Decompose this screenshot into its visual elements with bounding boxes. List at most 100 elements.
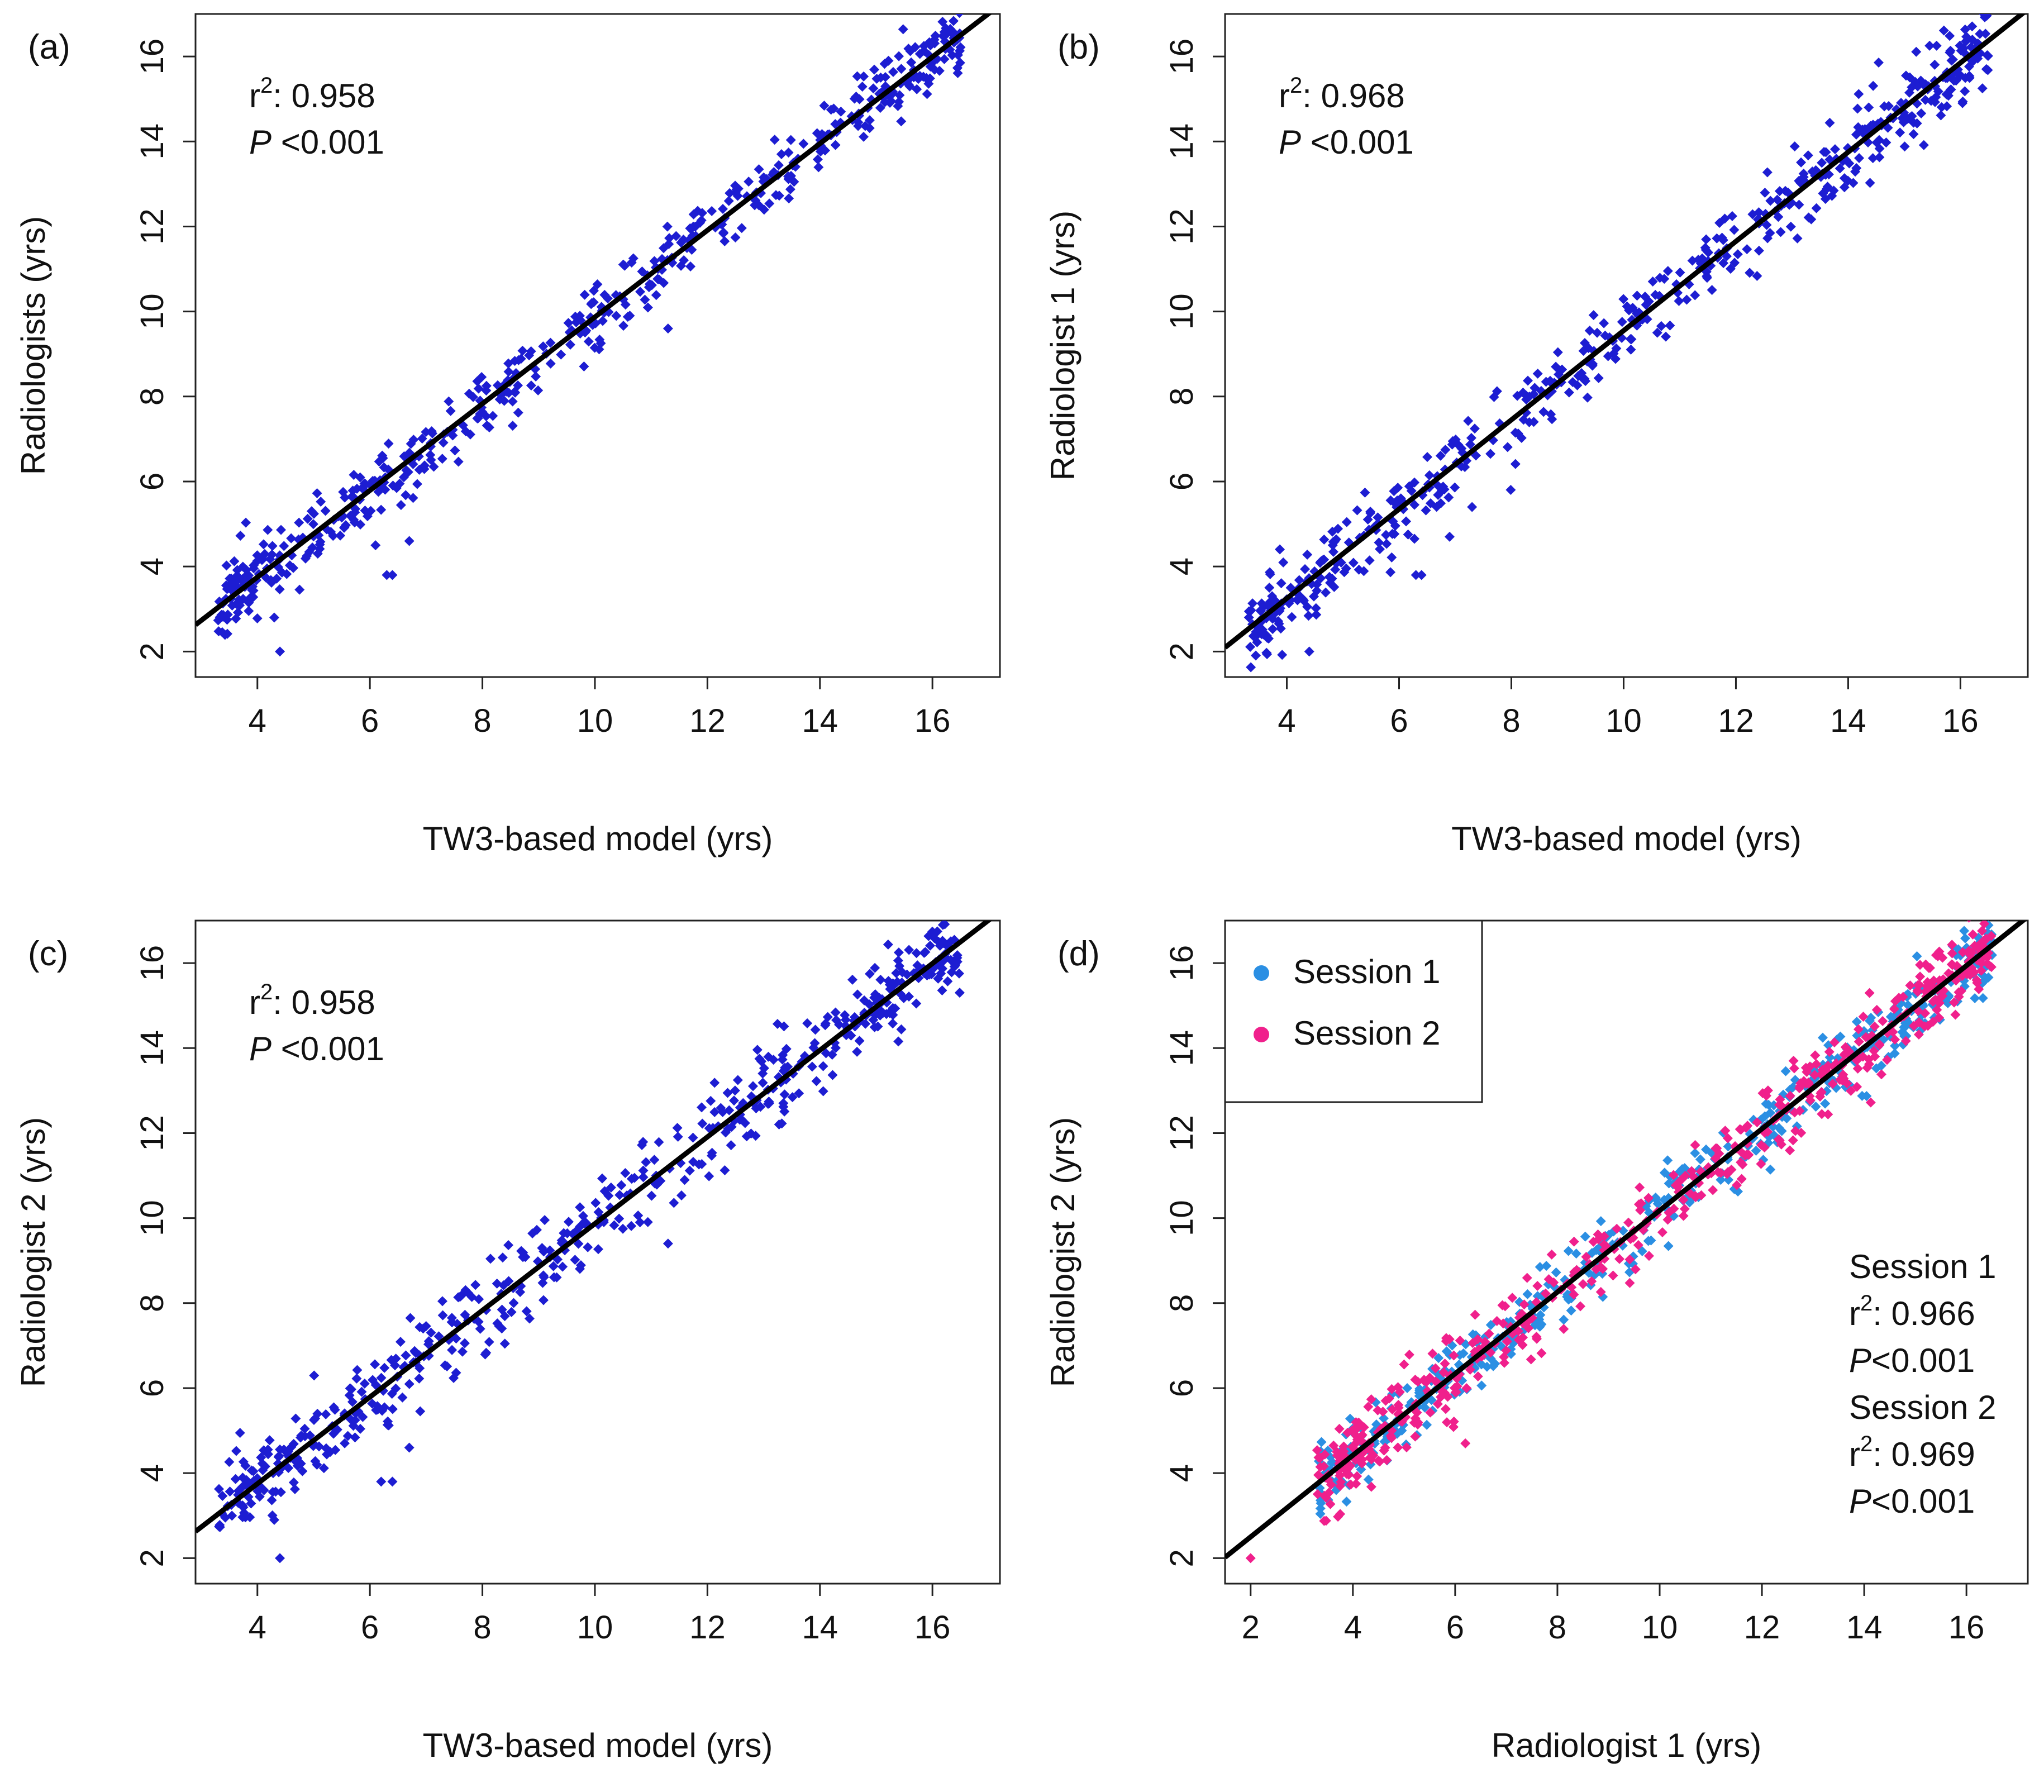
data-point — [1690, 1148, 1700, 1159]
data-point — [1978, 993, 1988, 1003]
data-point — [778, 1098, 789, 1109]
p-value: <0.001 — [1301, 123, 1414, 161]
data-point — [1381, 1455, 1392, 1465]
data-point — [1809, 1070, 1820, 1080]
data-point — [776, 149, 787, 160]
data-point — [1302, 549, 1313, 560]
data-point — [883, 939, 893, 950]
data-point — [1312, 1489, 1323, 1499]
data-point — [1681, 294, 1692, 305]
data-point — [1403, 529, 1413, 540]
data-point — [723, 196, 734, 206]
data-point — [1447, 436, 1458, 446]
data-point — [720, 1165, 730, 1176]
data-point — [1466, 432, 1476, 443]
data-point — [326, 527, 336, 537]
data-point — [318, 1463, 329, 1474]
data-point — [1908, 1021, 1919, 1031]
data-point — [1519, 1299, 1530, 1310]
data-point — [1626, 344, 1636, 355]
data-point — [1521, 394, 1532, 405]
data-point — [1657, 1227, 1667, 1238]
data-point — [1465, 1365, 1475, 1375]
data-point — [297, 1466, 308, 1476]
data-point — [1983, 65, 1993, 75]
data-point — [654, 274, 664, 285]
legend-label: Session 2 — [1293, 1014, 1441, 1052]
data-point — [1441, 1417, 1452, 1428]
data-point — [1325, 1499, 1336, 1509]
panel-label: (c) — [28, 935, 68, 973]
data-point — [611, 311, 622, 321]
data-point — [827, 1070, 838, 1080]
plot-frame — [1224, 13, 2029, 678]
data-point — [259, 1445, 269, 1456]
data-point — [1857, 1090, 1867, 1101]
y-tick-label: 6 — [134, 473, 170, 490]
data-point — [1722, 1169, 1732, 1179]
data-point — [1559, 1324, 1569, 1335]
data-point — [1547, 414, 1557, 425]
x-tick-label: 14 — [802, 1609, 838, 1646]
data-point — [1363, 1474, 1374, 1485]
r-symbol: r — [1849, 1436, 1860, 1473]
x-axis-label: Radiologist 1 (yrs) — [1492, 1727, 1762, 1764]
data-point — [1275, 623, 1286, 634]
data-point — [359, 1378, 370, 1389]
data-point — [379, 462, 389, 473]
data-point — [277, 567, 287, 578]
x-tick-label: 8 — [473, 703, 491, 739]
data-point — [420, 460, 430, 471]
data-point — [1379, 1436, 1390, 1447]
regression-line — [1225, 14, 2026, 650]
p-symbol: P — [249, 1030, 271, 1067]
data-point — [904, 945, 914, 955]
data-point — [709, 1078, 720, 1088]
data-point — [312, 1460, 322, 1470]
data-point — [1409, 477, 1420, 488]
data-point — [351, 1373, 362, 1384]
data-point — [1469, 423, 1480, 434]
data-point — [404, 536, 414, 546]
data-point — [1851, 129, 1861, 140]
data-point — [286, 533, 297, 544]
data-point — [350, 1432, 360, 1443]
data-point — [533, 385, 544, 395]
data-point — [599, 289, 610, 300]
data-point — [1510, 427, 1521, 438]
data-point — [1979, 921, 1990, 929]
data-point — [417, 433, 427, 444]
data-point — [445, 406, 456, 416]
data-point — [1368, 1450, 1379, 1461]
data-point — [1895, 127, 1905, 138]
data-point — [1916, 108, 1927, 119]
data-point — [946, 908, 956, 918]
data-point — [875, 974, 886, 985]
data-point — [1381, 538, 1392, 549]
data-point — [1354, 564, 1364, 575]
x-tick-label: 10 — [577, 703, 613, 739]
superscript-2: 2 — [1860, 1291, 1873, 1316]
data-point — [1873, 58, 1884, 68]
data-point — [299, 1423, 310, 1434]
data-point — [1980, 909, 1990, 919]
data-point — [1822, 184, 1832, 194]
data-point — [1341, 517, 1352, 527]
data-point — [809, 1038, 820, 1048]
data-point — [618, 321, 628, 331]
data-point — [1421, 505, 1431, 516]
data-point — [1679, 1204, 1690, 1214]
data-point — [438, 437, 449, 448]
data-point — [896, 64, 907, 74]
data-point — [230, 1474, 241, 1484]
data-point — [1802, 1066, 1812, 1077]
data-point — [1623, 1217, 1634, 1228]
data-point — [1564, 387, 1574, 398]
data-point — [1678, 1194, 1689, 1205]
data-point — [1806, 214, 1817, 225]
data-point — [614, 1213, 625, 1224]
data-point — [1842, 1078, 1852, 1089]
data-point — [1908, 129, 1919, 140]
data-point — [1387, 1384, 1397, 1394]
data-point — [1794, 199, 1804, 210]
